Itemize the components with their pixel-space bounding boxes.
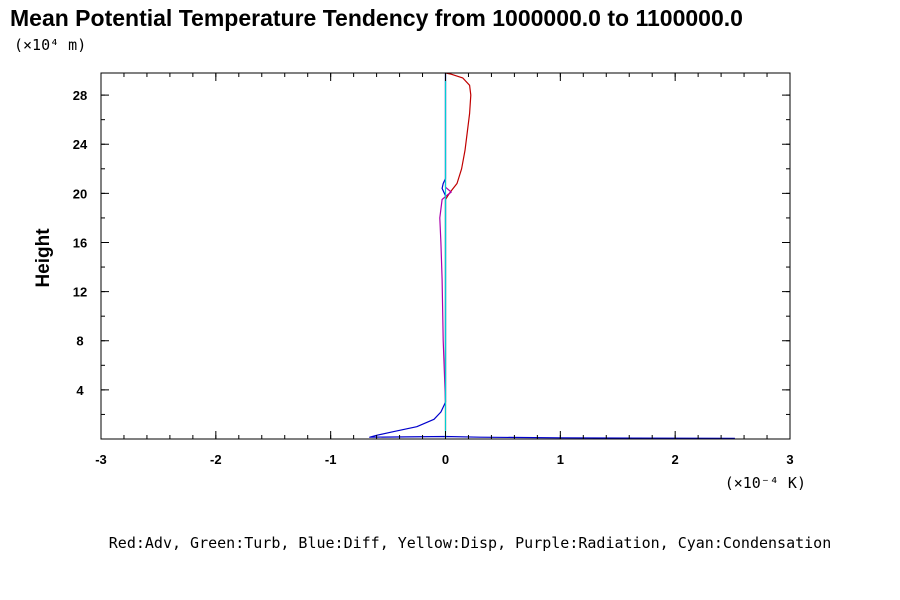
y-unit-label: (×10⁴ m) <box>14 36 86 54</box>
x-tick-label: -2 <box>210 452 222 467</box>
x-tick-label: 0 <box>442 452 449 467</box>
y-tick-label: 20 <box>73 186 87 201</box>
x-tick-label: 3 <box>786 452 793 467</box>
plot-frame <box>100 72 791 440</box>
chart-title: Mean Potential Temperature Tendency from… <box>10 5 743 31</box>
y-tick-label: 4 <box>76 383 84 398</box>
y-tick-label: 24 <box>73 137 88 152</box>
legend-note: Red:Adv, Green:Turb, Blue:Diff, Yellow:D… <box>109 534 831 552</box>
y-tick-label: 8 <box>76 334 83 349</box>
series-line-adv <box>444 72 472 431</box>
y-tick-label: 28 <box>73 88 87 103</box>
x-tick-label: 1 <box>557 452 564 467</box>
x-tick-label: -1 <box>325 452 337 467</box>
series-line-diff <box>369 73 735 439</box>
series-layer <box>369 72 735 439</box>
x-unit-label: (×10⁻⁴ K) <box>725 474 806 492</box>
y-tick-label: 12 <box>73 285 87 300</box>
x-tick-label: 2 <box>672 452 679 467</box>
y-tick-label: 16 <box>73 235 87 250</box>
y-axis-title: Height <box>33 228 54 288</box>
x-tick-label: -3 <box>95 452 107 467</box>
series-line-radiation <box>439 73 452 403</box>
